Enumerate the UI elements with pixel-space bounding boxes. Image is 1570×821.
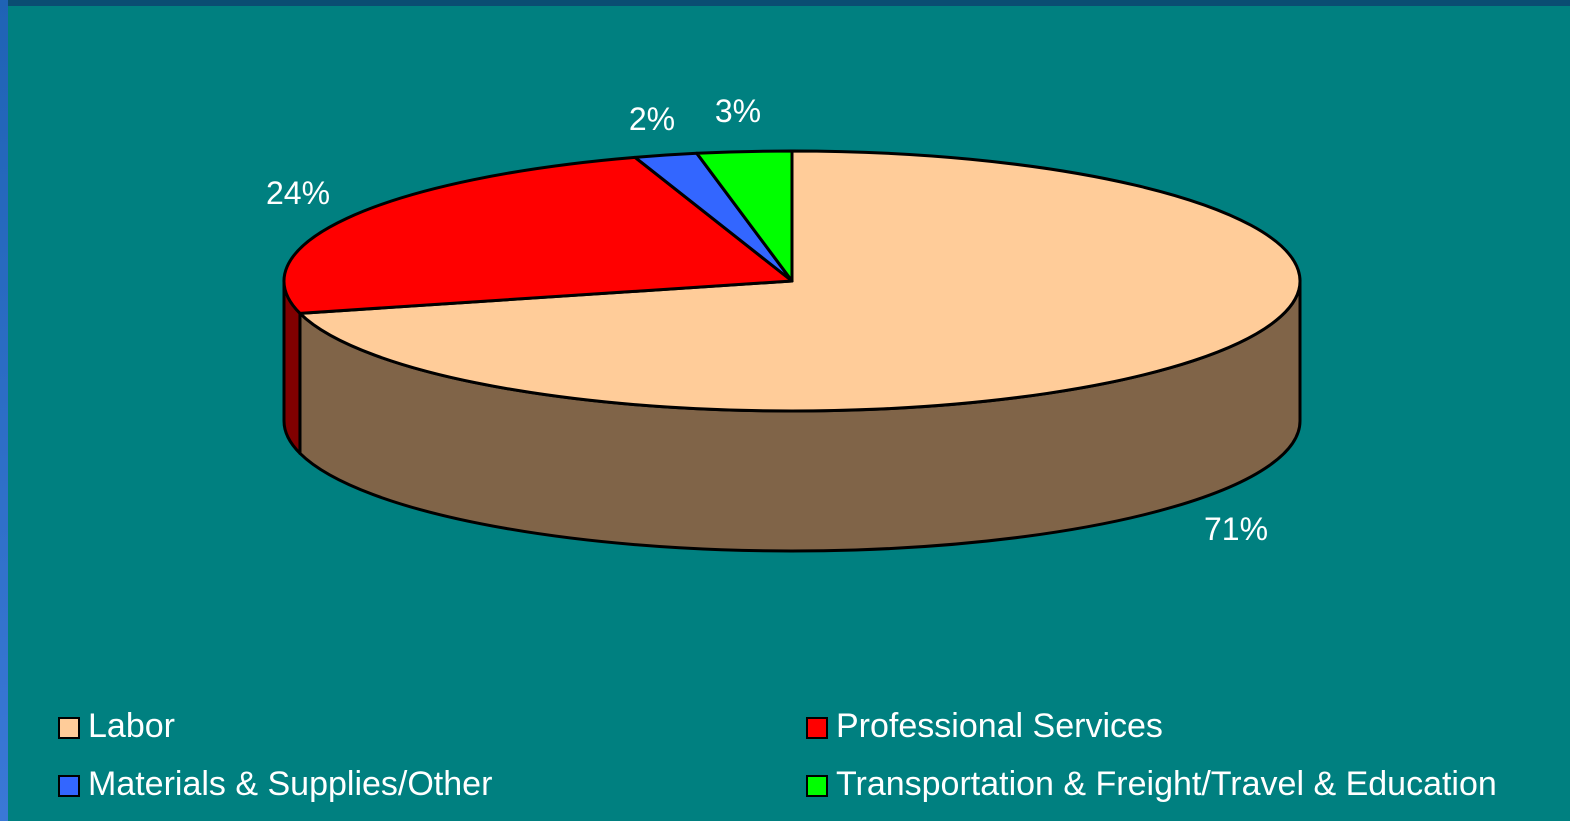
slice-professional-services [282, 155, 794, 315]
legend-item-labor: Labor [58, 706, 175, 746]
top-border [0, 0, 1570, 6]
legend-swatch-professional-services [806, 717, 828, 739]
legend-item-transportation: Transportation & Freight/Travel & Educat… [806, 764, 1497, 804]
legend-label-labor: Labor [88, 707, 175, 745]
slice-transportation [695, 149, 794, 283]
slice-label-professional-services: 24% [266, 175, 330, 211]
slice-label-labor: 71% [1204, 511, 1268, 547]
legend-label-professional-services: Professional Services [836, 707, 1163, 745]
slice-label-materials: 2% [629, 101, 675, 137]
slice-labor [298, 149, 1302, 413]
legend-label-materials: Materials & Supplies/Other [88, 765, 493, 803]
legend-swatch-materials [58, 775, 80, 797]
legend-item-materials: Materials & Supplies/Other [58, 764, 492, 804]
legend-swatch-transportation [806, 775, 828, 797]
legend-item-professional-services: Professional Services [806, 706, 1163, 746]
legend-label-transportation: Transportation & Freight/Travel & Educat… [836, 765, 1497, 803]
legend-swatch-labor [58, 717, 80, 739]
slice-label-transportation: 3% [715, 93, 761, 129]
left-border [0, 0, 8, 821]
